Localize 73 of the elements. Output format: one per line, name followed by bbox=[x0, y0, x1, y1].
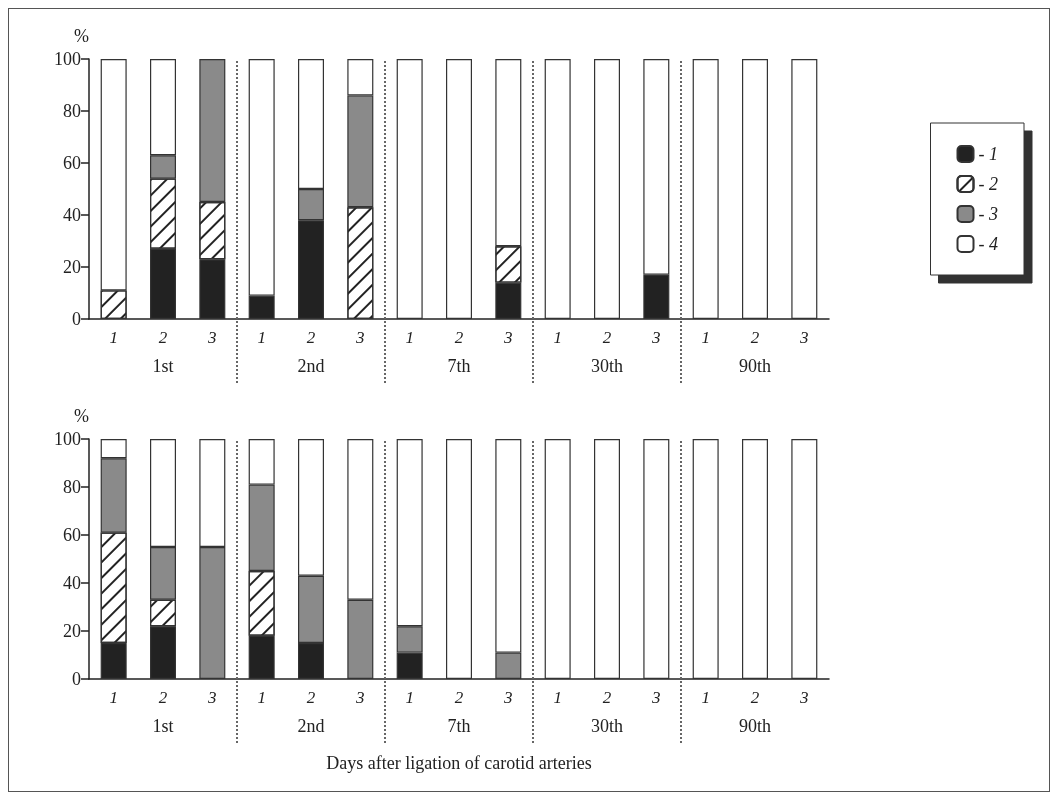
x-tick-label: 3 bbox=[355, 688, 365, 707]
x-tick-label: 2 bbox=[454, 688, 464, 707]
bar bbox=[396, 59, 423, 319]
x-tick-label: 1 bbox=[701, 328, 710, 347]
x-tick-label: 1 bbox=[405, 328, 414, 347]
y-tick-label: 80 bbox=[63, 101, 81, 121]
x-tick-label: 3 bbox=[207, 328, 217, 347]
bar bbox=[692, 59, 719, 319]
x-tick-label: 3 bbox=[651, 328, 661, 347]
x-axis-title: Days after ligation of carotid arteries bbox=[326, 753, 592, 773]
legend-label: - 3 bbox=[978, 204, 999, 224]
legend-label: - 2 bbox=[978, 174, 999, 194]
bar bbox=[446, 439, 472, 679]
y-axis-title: % bbox=[74, 406, 89, 426]
x-tick-label: 1 bbox=[553, 328, 562, 347]
text: 7th bbox=[447, 716, 471, 736]
y-tick-label: 0 bbox=[72, 309, 81, 329]
x-tick-label: 3 bbox=[503, 688, 513, 707]
y-tick-label: 80 bbox=[63, 477, 81, 497]
bar bbox=[742, 439, 768, 679]
x-tick-label: 1 bbox=[257, 688, 266, 707]
x-tick-label: 1 bbox=[405, 688, 414, 707]
bar bbox=[446, 59, 472, 319]
legend-label: - 1 bbox=[978, 144, 999, 164]
x-tick-label: 1 bbox=[109, 328, 118, 347]
bar bbox=[643, 439, 670, 679]
bar bbox=[791, 59, 818, 319]
x-tick-label: 1 bbox=[701, 688, 710, 707]
bar bbox=[742, 59, 768, 319]
x-tick-label: 3 bbox=[207, 688, 217, 707]
y-tick-label: 60 bbox=[63, 525, 81, 545]
text: 30th bbox=[590, 716, 624, 736]
y-tick-label: 60 bbox=[63, 153, 81, 173]
bar bbox=[594, 59, 620, 319]
x-tick-label: 3 bbox=[799, 688, 809, 707]
x-tick-label: 2 bbox=[750, 328, 760, 347]
bar bbox=[791, 439, 818, 679]
y-tick-label: 40 bbox=[63, 205, 81, 225]
x-tick-label: 3 bbox=[799, 328, 809, 347]
bar bbox=[692, 439, 719, 679]
x-tick-label: 3 bbox=[651, 688, 661, 707]
x-tick-label: 1 bbox=[553, 688, 562, 707]
x-tick-label: 2 bbox=[306, 328, 316, 347]
y-axis-title: % bbox=[74, 26, 89, 46]
y-tick-label: 100 bbox=[54, 49, 81, 69]
legend-label: - 4 bbox=[978, 234, 999, 254]
x-tick-label: 2 bbox=[306, 688, 316, 707]
text: 1st bbox=[152, 716, 174, 736]
bar bbox=[544, 439, 571, 679]
text: 90th bbox=[738, 356, 772, 376]
x-tick-label: 1 bbox=[257, 328, 266, 347]
text: 30th bbox=[590, 356, 624, 376]
bar bbox=[544, 59, 571, 319]
bar bbox=[594, 439, 620, 679]
x-tick-label: 2 bbox=[750, 688, 760, 707]
x-tick-label: 2 bbox=[158, 328, 168, 347]
x-tick-label: 2 bbox=[454, 328, 464, 347]
text: 7th bbox=[447, 356, 471, 376]
text: 2nd bbox=[297, 716, 325, 736]
x-tick-label: 1 bbox=[109, 688, 118, 707]
x-tick-label: 3 bbox=[503, 328, 513, 347]
text: 2nd bbox=[297, 356, 325, 376]
text: 1st bbox=[152, 356, 174, 376]
text: 90th bbox=[738, 716, 772, 736]
x-tick-label: 2 bbox=[602, 688, 612, 707]
y-tick-label: 0 bbox=[72, 669, 81, 689]
y-tick-label: 20 bbox=[63, 621, 81, 641]
y-tick-label: 40 bbox=[63, 573, 81, 593]
x-tick-label: 2 bbox=[158, 688, 168, 707]
x-tick-label: 3 bbox=[355, 328, 365, 347]
y-tick-label: 100 bbox=[54, 429, 81, 449]
x-tick-label: 2 bbox=[602, 328, 612, 347]
y-tick-label: 20 bbox=[63, 257, 81, 277]
